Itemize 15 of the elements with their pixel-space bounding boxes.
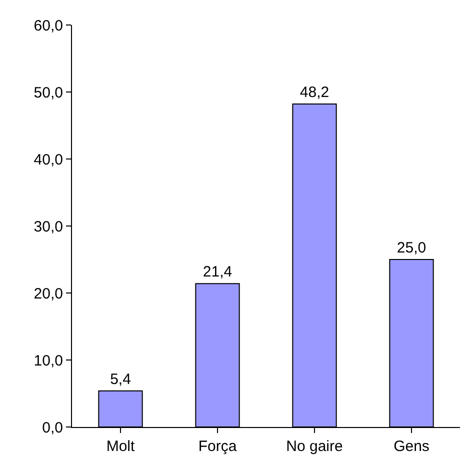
y-tick-label: 20,0 — [34, 285, 63, 302]
data-label: 5,4 — [110, 370, 131, 388]
y-tick-label: 0,0 — [42, 419, 63, 436]
data-label: 25,0 — [396, 240, 426, 256]
x-tick-label: Molt — [106, 438, 136, 455]
y-tick-label: 40,0 — [34, 151, 63, 168]
x-tick-label: No gaire — [286, 438, 343, 455]
y-tick-label: 10,0 — [34, 352, 63, 370]
data-label: 48,2 — [300, 84, 330, 102]
y-tick-label: 60,0 — [34, 17, 63, 34]
x-tick-label: Força — [198, 438, 238, 455]
x-tick-label: Gens — [394, 438, 430, 455]
y-tick-label: 50,0 — [34, 84, 63, 102]
data-label: 21,4 — [202, 264, 232, 281]
y-tick-label: 30,0 — [34, 218, 63, 236]
